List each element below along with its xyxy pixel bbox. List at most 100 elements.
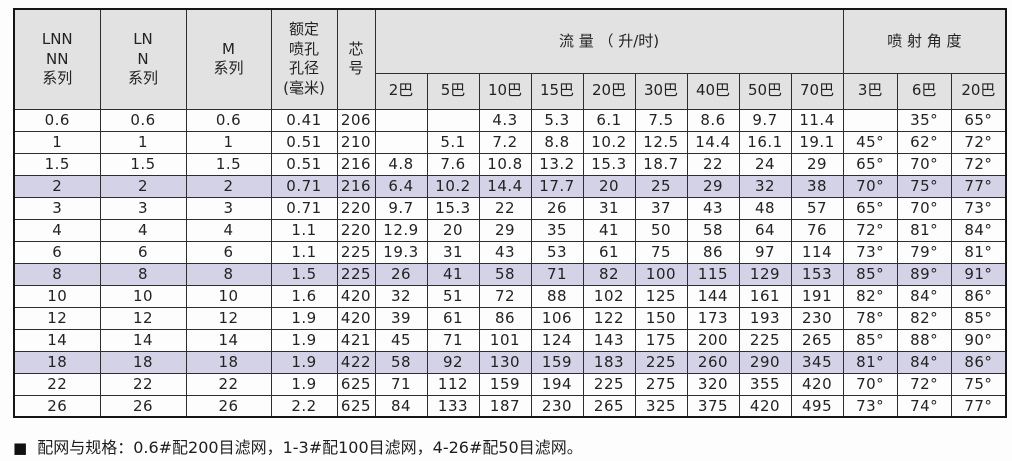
cell-flow-50bar: 24 xyxy=(738,152,792,176)
cell-flow-2bar: 45 xyxy=(374,328,428,352)
cell-m-series: 2 xyxy=(185,174,272,198)
cell-angle-3bar: 73° xyxy=(842,240,898,264)
cell-angle-20bar: 86° xyxy=(950,284,1007,308)
cell-flow-30bar: 12.5 xyxy=(634,130,688,154)
cell-orifice: 1.1 xyxy=(270,218,338,242)
cell-m-series: 0.6 xyxy=(185,108,272,132)
header-flow-70bar: 70巴 xyxy=(790,72,844,110)
cell-m-series: 4 xyxy=(185,218,272,242)
cell-flow-10bar: 130 xyxy=(478,350,532,374)
cell-angle-6bar: 81° xyxy=(896,218,952,242)
cell-m-series: 26 xyxy=(185,394,272,418)
cell-flow-10bar: 29 xyxy=(478,218,532,242)
cell-flow-70bar: 57 xyxy=(790,196,844,220)
cell-flow-20bar: 225 xyxy=(582,372,636,396)
footnote-text: 配网与规格：0.6#配200目滤网，1-3#配100目滤网，4-26#配50目滤… xyxy=(37,438,583,457)
cell-angle-20bar: 77° xyxy=(950,394,1007,418)
header-sub-row: 2巴 5巴 10巴 15巴 20巴 30巴 40巴 50巴 70巴 3巴 6巴 … xyxy=(14,72,1007,110)
cell-angle-6bar: 82° xyxy=(896,306,952,330)
cell-flow-20bar: 265 xyxy=(582,394,636,418)
cell-flow-20bar: 122 xyxy=(582,306,636,330)
cell-orifice: 1.9 xyxy=(270,328,338,352)
table-row: 3 3 3 0.71 220 9.7 15.3 22 26 31 37 43 48 57 65° 70° 73° xyxy=(13,196,1007,220)
cell-flow-70bar: 191 xyxy=(790,284,844,308)
cell-flow-20bar: 20 xyxy=(582,174,636,198)
cell-flow-70bar: 265 xyxy=(790,328,844,352)
cell-ln-series: 26 xyxy=(99,394,187,418)
cell-angle-20bar: 65° xyxy=(950,108,1007,132)
table-row: 0.6 0.6 0.6 0.41 206 4.3 5.3 6.1 7.5 8.6 9.7 11.4 35… xyxy=(13,108,1007,132)
cell-orifice: 0.51 xyxy=(270,130,338,154)
cell-flow-40bar: 14.4 xyxy=(686,130,740,154)
cell-flow-2bar: 6.4 xyxy=(374,174,428,198)
cell-flow-40bar: 144 xyxy=(686,284,740,308)
cell-lnn-series: 26 xyxy=(13,394,101,418)
cell-flow-30bar: 325 xyxy=(634,394,688,418)
cell-lnn-series: 1 xyxy=(13,130,101,154)
cell-angle-20bar: 73° xyxy=(950,196,1007,220)
cell-flow-15bar: 71 xyxy=(530,262,584,286)
cell-lnn-series: 4 xyxy=(13,218,101,242)
cell-flow-40bar: 260 xyxy=(686,350,740,374)
cell-flow-30bar: 18.7 xyxy=(634,152,688,176)
cell-lnn-series: 18 xyxy=(13,350,101,374)
cell-flow-2bar: 58 xyxy=(374,350,428,374)
cell-core: 220 xyxy=(336,196,376,220)
cell-core: 216 xyxy=(336,152,376,176)
cell-angle-20bar: 75° xyxy=(950,372,1007,396)
cell-flow-15bar: 35 xyxy=(530,218,584,242)
cell-angle-3bar: 85° xyxy=(842,328,898,352)
header-flow-10bar: 10巴 xyxy=(478,72,532,110)
cell-flow-40bar: 29 xyxy=(686,174,740,198)
table-row: 8 8 8 1.5 225 26 41 58 71 82 100 115 129 153 85° 89° 91° xyxy=(13,262,1007,286)
cell-flow-40bar: 86 xyxy=(686,240,740,264)
cell-m-series: 1 xyxy=(185,130,272,154)
cell-flow-70bar: 38 xyxy=(790,174,844,198)
cell-flow-50bar: 48 xyxy=(738,196,792,220)
cell-flow-15bar: 8.8 xyxy=(530,130,584,154)
cell-flow-40bar: 115 xyxy=(686,262,740,286)
cell-core: 420 xyxy=(336,306,376,330)
cell-angle-20bar: 77° xyxy=(950,174,1007,198)
cell-flow-50bar: 225 xyxy=(738,328,792,352)
cell-ln-series: 8 xyxy=(99,262,187,286)
cell-flow-5bar: 7.6 xyxy=(426,152,480,176)
cell-core: 206 xyxy=(336,108,376,132)
cell-flow-30bar: 37 xyxy=(634,196,688,220)
cell-flow-50bar: 97 xyxy=(738,240,792,264)
cell-flow-15bar: 53 xyxy=(530,240,584,264)
cell-flow-15bar: 88 xyxy=(530,284,584,308)
cell-flow-50bar: 16.1 xyxy=(738,130,792,154)
cell-flow-40bar: 58 xyxy=(686,218,740,242)
cell-flow-20bar: 31 xyxy=(582,196,636,220)
cell-lnn-series: 14 xyxy=(13,328,101,352)
cell-flow-50bar: 355 xyxy=(738,372,792,396)
header-flow-30bar: 30巴 xyxy=(634,72,688,110)
cell-angle-3bar xyxy=(842,108,898,132)
cell-flow-50bar: 32 xyxy=(738,174,792,198)
cell-angle-6bar: 70° xyxy=(896,196,952,220)
table-row: 4 4 4 1.1 220 12.9 20 29 35 41 50 58 64 76 72° 81° 84° xyxy=(13,218,1007,242)
cell-flow-10bar: 72 xyxy=(478,284,532,308)
header-angle-6bar: 6巴 xyxy=(896,72,952,110)
cell-m-series: 6 xyxy=(185,240,272,264)
table-body: 0.6 0.6 0.6 0.41 206 4.3 5.3 6.1 7.5 8.6 9.7 11.4 35… xyxy=(13,108,1007,418)
header-flow-5bar: 5巴 xyxy=(426,72,480,110)
cell-flow-15bar: 17.7 xyxy=(530,174,584,198)
table-row: 26 26 26 2.2 625 84 133 187 230 265 325 375 420 495 73… xyxy=(13,394,1007,418)
cell-flow-5bar: 15.3 xyxy=(426,196,480,220)
table-row: 12 12 12 1.9 420 39 61 86 106 122 150 173 193 230 78° 8… xyxy=(13,306,1007,330)
header-flow-2bar: 2巴 xyxy=(374,72,428,110)
cell-m-series: 12 xyxy=(185,306,272,330)
cell-core: 422 xyxy=(336,350,376,374)
cell-flow-40bar: 375 xyxy=(686,394,740,418)
cell-flow-15bar: 13.2 xyxy=(530,152,584,176)
cell-orifice: 0.71 xyxy=(270,196,338,220)
cell-flow-10bar: 14.4 xyxy=(478,174,532,198)
cell-core: 625 xyxy=(336,372,376,396)
cell-m-series: 1.5 xyxy=(185,152,272,176)
cell-angle-20bar: 90° xyxy=(950,328,1007,352)
cell-angle-6bar: 35° xyxy=(896,108,952,132)
header-lnn-series: LNN NN 系列 xyxy=(13,8,101,110)
cell-flow-10bar: 43 xyxy=(478,240,532,264)
